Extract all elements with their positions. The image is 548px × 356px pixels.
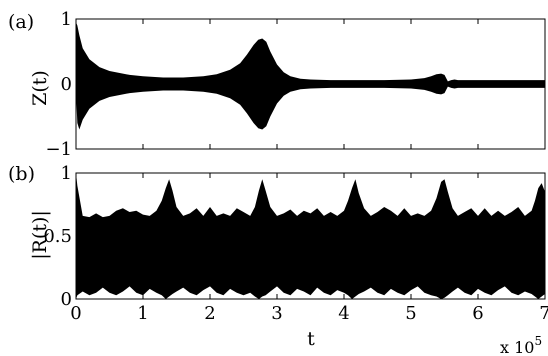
panel-b-x-tick-label: 2 (204, 303, 215, 324)
panel-b-y-tick-label: 1 (61, 163, 72, 184)
panel-b-frame (75, 172, 546, 300)
panel-b-x-tick-label: 4 (338, 303, 349, 324)
panel-b-x-ticks: 0 1 2 3 4 5 6 7 (70, 173, 548, 324)
panel-b-signal-band (76, 173, 545, 299)
panel-a: 1 0 −1 (a) Z(t) (8, 9, 546, 160)
panel-b-y-tick-label: 0.5 (43, 226, 72, 247)
panel-a-label: (a) (8, 11, 34, 33)
panel-b-y-axis-label: |R(t)| (29, 210, 51, 260)
panel-a-y-tick-label: −1 (45, 139, 72, 160)
x-axis-multiplier-base: x 10 (500, 338, 534, 356)
panel-b-x-tick-label: 6 (472, 303, 483, 324)
panel-b-x-tick-label: 0 (70, 303, 81, 324)
panel-b-y-tick-label: 0 (61, 289, 72, 310)
panel-b-x-tick-label: 7 (539, 303, 548, 324)
panel-a-y-tick-label: 1 (61, 9, 72, 30)
panel-b-x-tick-label: 1 (137, 303, 148, 324)
x-axis-multiplier: x 105 (500, 334, 542, 356)
panel-b-x-tick-label: 3 (271, 303, 282, 324)
panel-a-frame (75, 18, 546, 150)
panel-b-x-tick-label: 5 (405, 303, 416, 324)
panel-a-x-ticks (75, 19, 546, 149)
x-axis-multiplier-exponent: 5 (534, 334, 542, 348)
panel-b-label: (b) (8, 163, 35, 185)
panel-b-x-axis-label: t (307, 328, 315, 350)
panel-a-signal-band (76, 22, 545, 130)
panel-a-y-tick-label: 0 (61, 74, 72, 95)
panel-a-y-axis-label: Z(t) (29, 70, 51, 106)
